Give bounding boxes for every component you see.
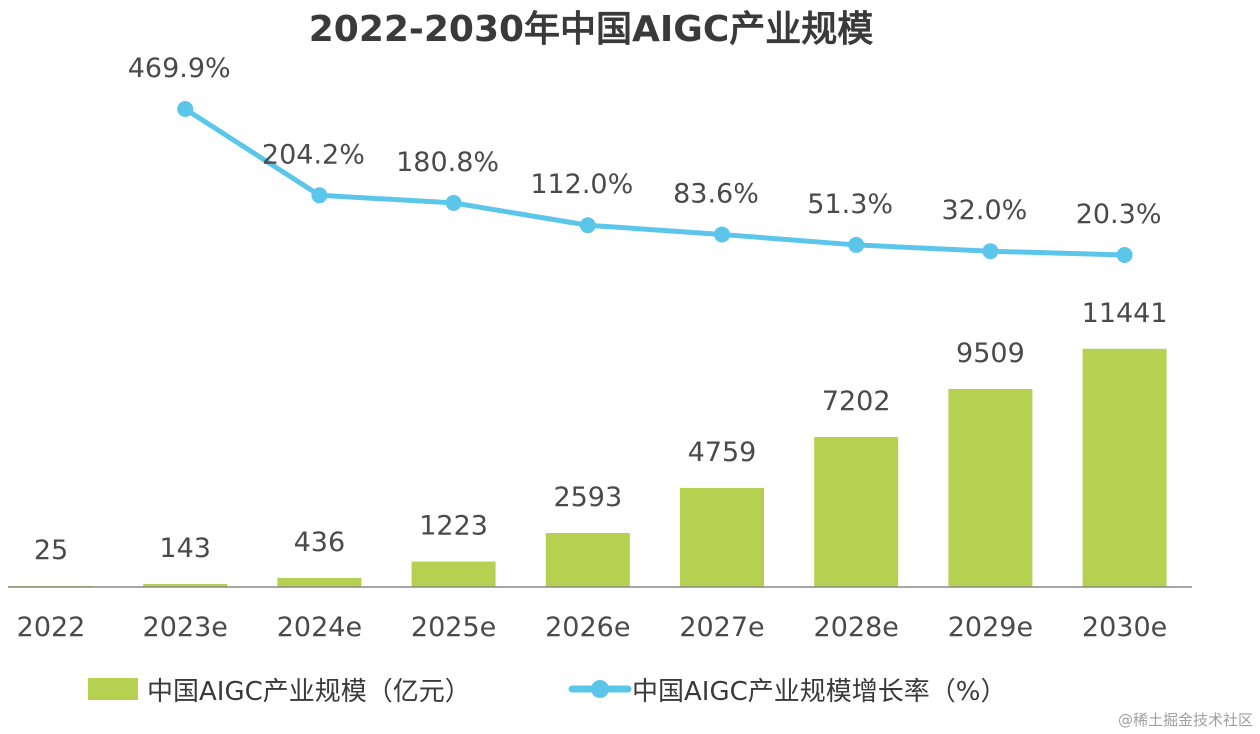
growth-point-2027e [714,226,730,243]
x-tick-2030e: 2030e [1082,612,1167,643]
bar-label-2029e: 9509 [956,338,1025,369]
watermark: @稀土掘金技术社区 [1118,711,1253,729]
growth-point-2028e [848,236,865,253]
bar-2024e [277,577,362,587]
bar-2027e [680,487,764,587]
growth-label-2025e: 180.8% [396,147,499,178]
growth-point-2024e [311,187,328,204]
growth-label-2027e: 83.6% [673,178,759,209]
x-tick-2022: 2022 [17,612,86,643]
x-axis-tick-labels: 2022 2023e 2024e 2025e 2026e 2027e 2028e 2029e 2… [17,612,1168,643]
x-tick-2028e: 2028e [814,612,899,643]
bar-2023e [143,584,228,587]
growth-label-2028e: 51.3% [807,189,893,220]
bar-label-2027e: 4759 [688,437,757,468]
bar-value-labels: 25 143 436 1223 2593 4759 7202 9509 11441 [34,298,1168,566]
growth-label-2030e: 20.3% [1076,199,1162,230]
chart-title: 2022-2030年中国AIGC产业规模 [309,9,874,50]
bar-label-2026e: 2593 [553,482,622,513]
growth-point-2026e [579,217,596,234]
bar-label-2030e: 11441 [1082,298,1168,329]
legend-line-label: 中国AIGC产业规模增长率（%） [632,677,1006,707]
growth-point-2023e [177,101,194,117]
x-tick-2026e: 2026e [545,612,630,643]
bar-label-2022: 25 [34,535,68,566]
legend: 中国AIGC产业规模（亿元） 中国AIGC产业规模增长率（%） [88,677,1006,707]
x-tick-2025e: 2025e [411,612,496,643]
growth-label-2024e: 204.2% [262,139,365,170]
growth-point-2030e [1116,247,1133,263]
x-tick-2024e: 2024e [277,612,362,643]
bar-label-2024e: 436 [294,527,346,558]
growth-point-2029e [982,243,999,260]
growth-line [183,106,1125,258]
bar-2028e [814,437,899,587]
legend-line-marker [591,680,609,698]
x-tick-2027e: 2027e [679,612,764,643]
x-tick-2029e: 2029e [948,612,1033,643]
bar-2026e [545,533,630,587]
bar-label-2028e: 7202 [822,386,891,417]
bar-2029e [948,389,1033,587]
legend-bar-swatch [88,678,138,700]
growth-label-2023e: 469.9% [128,53,231,84]
bar-series [9,348,1167,587]
bar-label-2023e: 143 [159,533,211,564]
growth-value-labels: 469.9% 204.2% 180.8% 112.0% 83.6% 51.3% 32.0% 2… [128,53,1162,230]
x-tick-2023e: 2023e [143,612,228,643]
growth-label-2026e: 112.0% [530,169,633,200]
growth-line-series [177,101,1133,263]
legend-bar-label: 中国AIGC产业规模（亿元） [147,677,471,707]
bar-label-2025e: 1223 [419,511,488,542]
bar-2025e [411,561,496,587]
growth-label-2029e: 32.0% [942,195,1028,226]
growth-point-2025e [445,194,462,211]
bar-2030e [1082,348,1167,587]
